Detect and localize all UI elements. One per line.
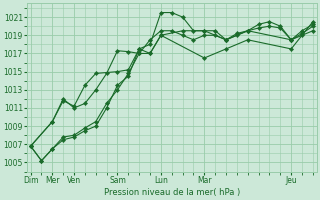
- X-axis label: Pression niveau de la mer( hPa ): Pression niveau de la mer( hPa ): [104, 188, 240, 197]
